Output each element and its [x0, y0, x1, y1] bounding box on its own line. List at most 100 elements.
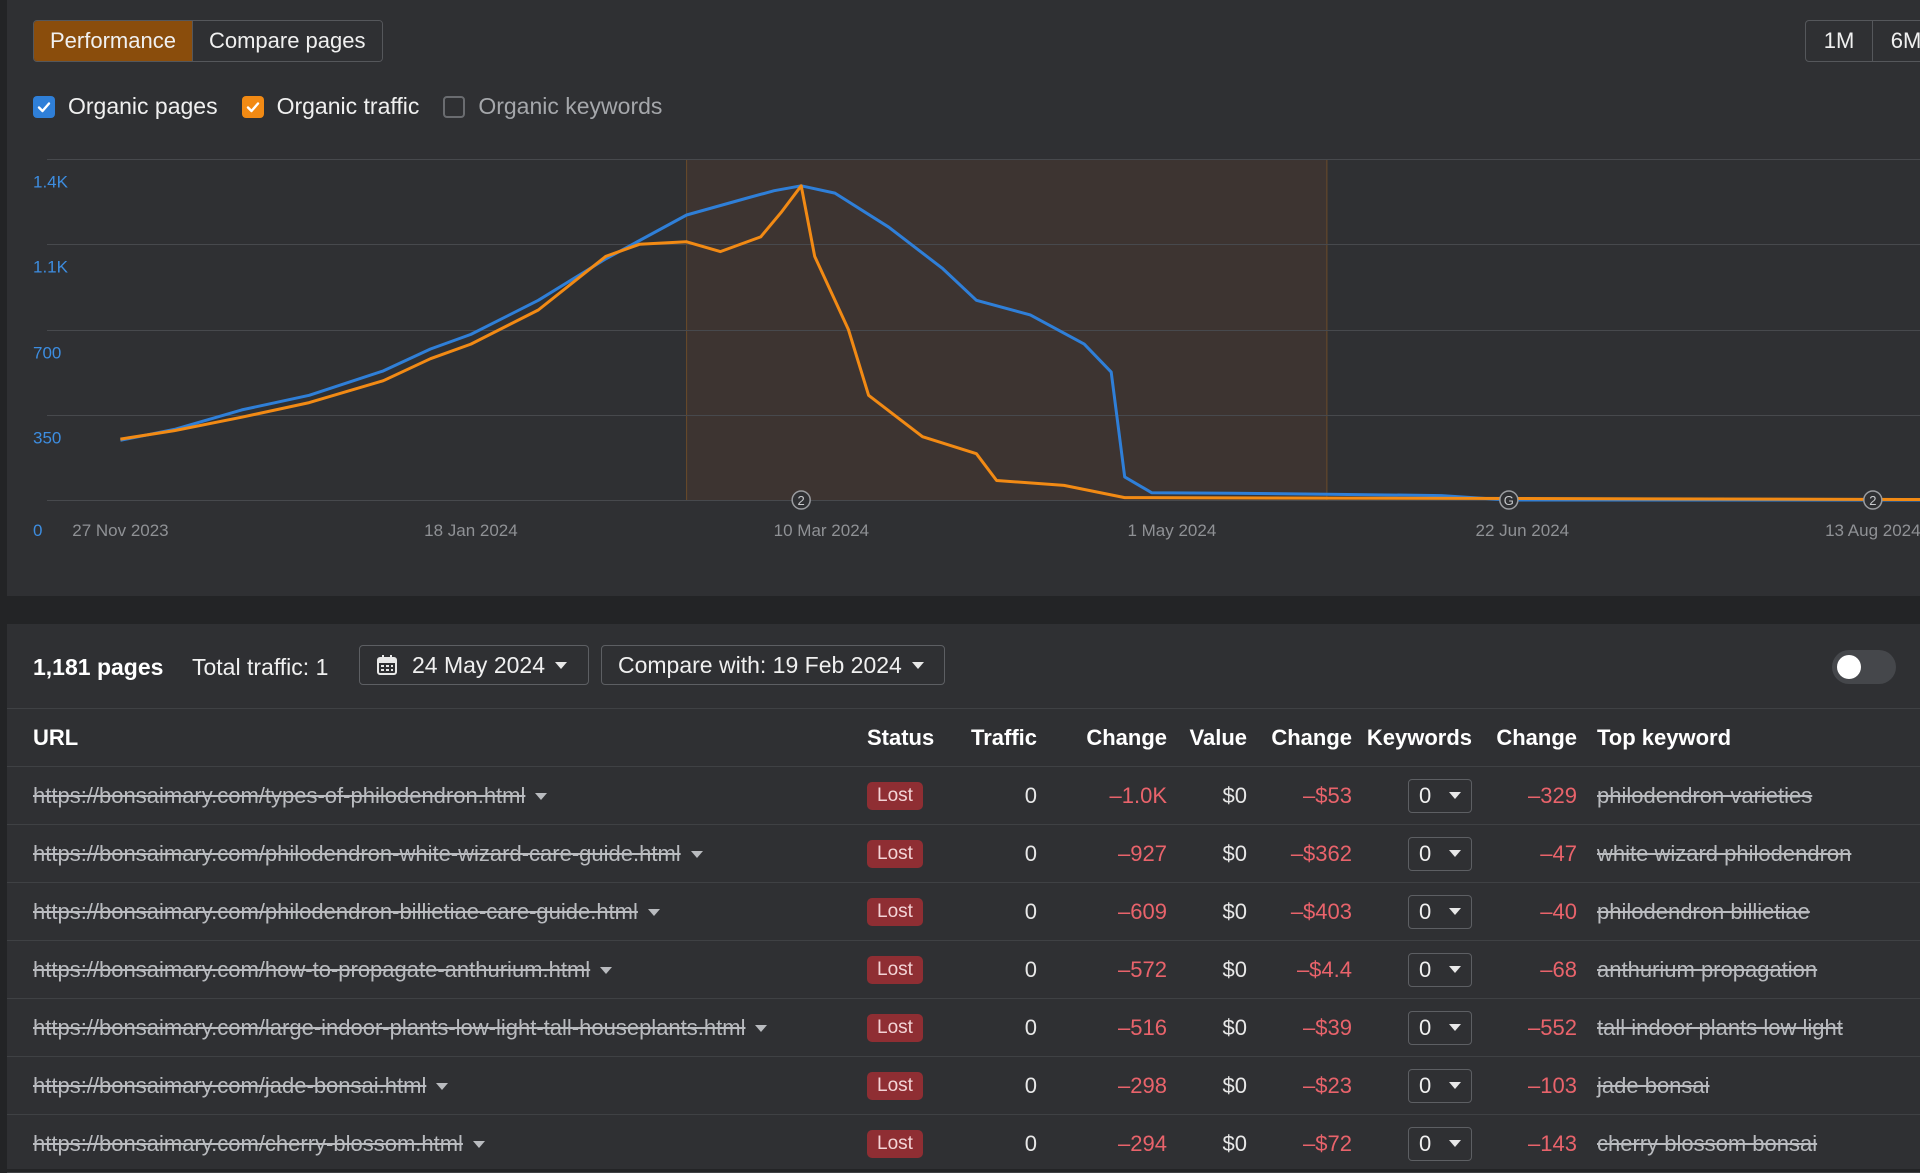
keywords-dropdown[interactable]: 0	[1408, 952, 1472, 987]
traffic-cell: 0	[957, 882, 1037, 941]
traffic-change-cell: –298	[1037, 1056, 1167, 1115]
organic-pages-label: Organic pages	[68, 93, 218, 119]
tab-performance[interactable]: Performance	[34, 21, 192, 61]
checkbox-checked-icon	[241, 95, 264, 118]
keywords-dropdown[interactable]: 0	[1408, 778, 1472, 813]
keywords-cell: 0	[1352, 1114, 1472, 1173]
chevron-down-icon	[1449, 1082, 1461, 1089]
column-header-keywords[interactable]: Keywords	[1352, 709, 1472, 767]
x-tick-label: 27 Nov 2023	[72, 521, 168, 540]
status-cell: Lost	[847, 998, 957, 1057]
chevron-down-icon	[554, 661, 567, 669]
view-tabs: Performance Compare pages	[33, 20, 383, 62]
chevron-down-icon[interactable]	[690, 851, 703, 859]
value-change-cell: –$4.4	[1247, 940, 1352, 999]
date-dropdown[interactable]: 24 May 2024	[359, 645, 589, 685]
column-header-traffic-change[interactable]: Change	[1037, 709, 1167, 767]
page-url-link[interactable]: https://bonsaimary.com/types-of-philoden…	[33, 782, 526, 808]
url-cell: https://bonsaimary.com/philodendron-bill…	[7, 882, 847, 941]
keywords-dropdown[interactable]: 0	[1408, 1068, 1472, 1103]
x-tick-label: 1 May 2024	[1127, 521, 1216, 540]
page-url-link[interactable]: https://bonsaimary.com/large-indoor-plan…	[33, 1014, 746, 1040]
period-1m-button[interactable]: 1M	[1823, 28, 1855, 53]
display-toggle[interactable]	[1832, 650, 1896, 684]
keywords-cell: 0	[1352, 998, 1472, 1057]
top-keyword-cell: philodendron varieties	[1577, 766, 1920, 825]
chevron-down-icon[interactable]	[755, 1025, 768, 1033]
keywords-cell: 0	[1352, 766, 1472, 825]
keywords-change-cell: –143	[1472, 1114, 1577, 1173]
chevron-down-icon[interactable]	[600, 967, 613, 975]
column-header-url[interactable]: URL	[7, 709, 847, 767]
page-url-link[interactable]: https://bonsaimary.com/philodendron-bill…	[33, 898, 638, 924]
chevron-down-icon[interactable]	[535, 793, 548, 801]
status-cell: Lost	[847, 1056, 957, 1115]
period-6m-button[interactable]: 6M	[1872, 21, 1920, 61]
tab-compare-pages[interactable]: Compare pages	[191, 21, 382, 61]
organic-traffic-checkbox[interactable]: Organic traffic	[241, 93, 419, 120]
organic-keywords-checkbox[interactable]: Organic keywords	[443, 93, 662, 120]
toggle-knob	[1837, 655, 1861, 679]
chevron-down-icon[interactable]	[647, 909, 660, 917]
top-keyword-cell: jade bonsai	[1577, 1056, 1920, 1115]
page-url-link[interactable]: https://bonsaimary.com/jade-bonsai.html	[33, 1072, 427, 1098]
page-url-link[interactable]: https://bonsaimary.com/how-to-propagate-…	[33, 956, 591, 982]
column-header-status[interactable]: Status	[847, 709, 957, 767]
table-row: https://bonsaimary.com/large-indoor-plan…	[7, 998, 1920, 1057]
keywords-count: 0	[1419, 840, 1432, 866]
url-cell: https://bonsaimary.com/jade-bonsai.html	[7, 1056, 847, 1115]
traffic-change-cell: –609	[1037, 882, 1167, 941]
annotation-marker	[1863, 490, 1883, 510]
organic-keywords-label: Organic keywords	[478, 93, 663, 119]
traffic-cell: 0	[957, 766, 1037, 825]
value-cell: $0	[1167, 940, 1247, 999]
keywords-dropdown[interactable]: 0	[1408, 1010, 1472, 1045]
traffic-change-cell: –1.0K	[1037, 766, 1167, 825]
comparison-range	[686, 159, 1327, 500]
pages-panel: 1,181 pages Total traffic: 1 24 May 2024…	[7, 624, 1920, 1173]
keywords-dropdown[interactable]: 0	[1408, 894, 1472, 929]
value-change-cell: –$362	[1247, 824, 1352, 883]
top-keyword-cell: tall indoor plants low light	[1577, 998, 1920, 1057]
column-header-traffic[interactable]: Traffic	[957, 709, 1037, 767]
keywords-count: 0	[1419, 1014, 1432, 1040]
chevron-down-icon	[1449, 908, 1461, 915]
column-header-top-keyword[interactable]: Top keyword	[1577, 709, 1920, 767]
value-change-cell: –$403	[1247, 882, 1352, 941]
keywords-dropdown[interactable]: 0	[1408, 836, 1472, 871]
keywords-change-cell: –552	[1472, 998, 1577, 1057]
organic-pages-checkbox[interactable]: Organic pages	[33, 93, 218, 120]
series-line-organic-pages	[120, 184, 1920, 502]
table-row: https://bonsaimary.com/jade-bonsai.html L…	[7, 1056, 1920, 1115]
keywords-cell: 0	[1352, 940, 1472, 999]
annotation-label: G	[1504, 493, 1514, 508]
column-header-keywords-change[interactable]: Change	[1472, 709, 1577, 767]
y-tick-label: 1.1K	[33, 258, 69, 277]
chevron-down-icon[interactable]	[472, 1141, 485, 1149]
page-url-link[interactable]: https://bonsaimary.com/cherry-blossom.ht…	[33, 1130, 463, 1156]
column-header-value-change[interactable]: Change	[1247, 709, 1352, 767]
keywords-count: 0	[1419, 956, 1432, 982]
column-header-value[interactable]: Value	[1167, 709, 1247, 767]
url-cell: https://bonsaimary.com/types-of-philoden…	[7, 766, 847, 825]
compare-date-dropdown[interactable]: Compare with: 19 Feb 2024	[601, 645, 945, 685]
keywords-cell: 0	[1352, 882, 1472, 941]
keywords-change-cell: –103	[1472, 1056, 1577, 1115]
top-keyword-cell: cherry blossom bonsai	[1577, 1114, 1920, 1173]
status-cell: Lost	[847, 766, 957, 825]
y-tick-label: 350	[33, 429, 61, 448]
status-cell: Lost	[847, 824, 957, 883]
value-cell: $0	[1167, 1056, 1247, 1115]
traffic-cell: 0	[957, 824, 1037, 883]
keywords-dropdown[interactable]: 0	[1408, 1126, 1472, 1161]
chevron-down-icon[interactable]	[436, 1083, 449, 1091]
page-url-link[interactable]: https://bonsaimary.com/philodendron-whit…	[33, 840, 681, 866]
top-keyword-cell: white wizard philodendron	[1577, 824, 1920, 883]
status-cell: Lost	[847, 882, 957, 941]
performance-chart[interactable]: 0 350 700 1.1K 1.4K 27 Nov 2023 18 Jan 2024 10 …	[7, 150, 1920, 550]
annotation-marker	[791, 490, 811, 510]
annotation-label: 2	[1869, 493, 1876, 508]
period-selector: 1M 6M	[1805, 20, 1920, 62]
top-keyword-cell: anthurium propagation	[1577, 940, 1920, 999]
x-tick-label: 13 Aug 2024	[1825, 521, 1920, 540]
